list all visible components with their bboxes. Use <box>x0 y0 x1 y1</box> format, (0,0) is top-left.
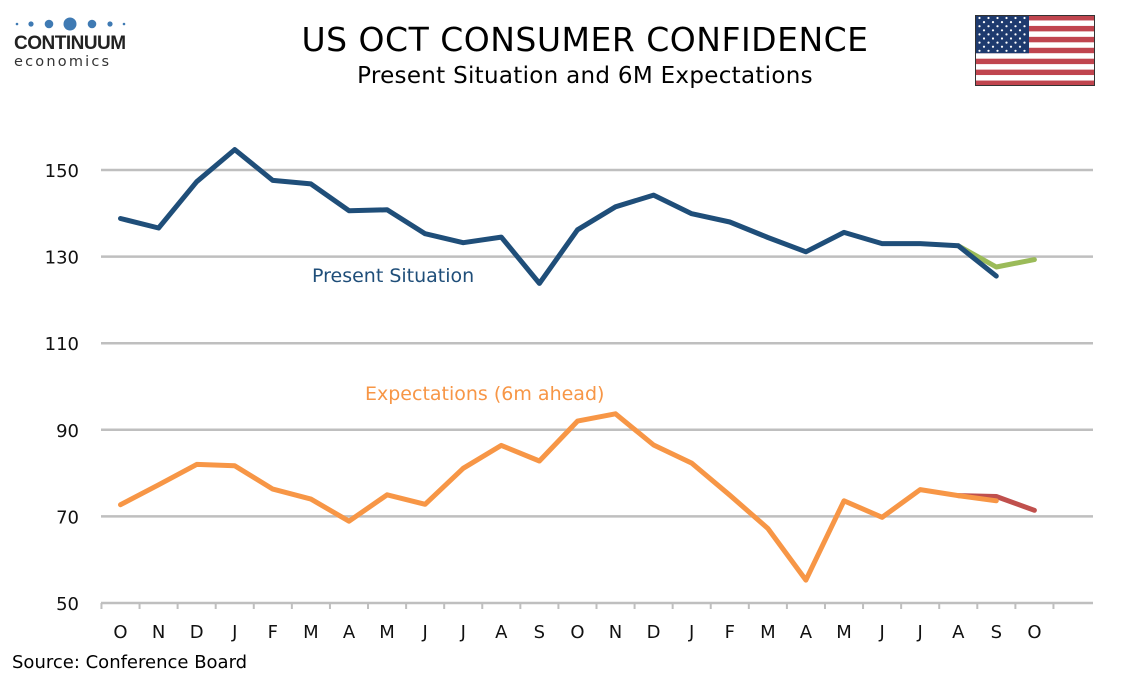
x-tick-label: F <box>268 622 278 643</box>
x-tick-label: A <box>952 622 965 643</box>
company-logo: CONTINUUM economics <box>14 14 134 70</box>
x-tick-label: J <box>460 622 466 643</box>
x-tick-label: A <box>343 622 356 643</box>
x-tick-label: D <box>190 622 204 643</box>
logo-subwordmark: economics <box>14 54 112 70</box>
x-tick-label: J <box>878 622 884 643</box>
x-tick-label: O <box>1027 622 1041 643</box>
x-axis <box>100 601 1093 609</box>
series-lines <box>118 147 1037 583</box>
y-tick-label: 130 <box>45 248 79 269</box>
x-tick-label: O <box>113 622 127 643</box>
x-tick-label: J <box>917 622 923 643</box>
x-tick-label: J <box>688 622 694 643</box>
gridlines <box>101 168 1093 518</box>
logo-wordmark: CONTINUUM <box>14 33 126 54</box>
y-tick-label: 150 <box>45 161 79 182</box>
x-tick-label: S <box>991 622 1002 643</box>
y-tick-label: 90 <box>56 421 79 442</box>
series-label-present-situation: Present Situation <box>312 265 474 287</box>
series-label-expectations: Expectations (6m ahead) <box>365 383 604 405</box>
x-tick-label: N <box>609 622 622 643</box>
x-tick-label: F <box>725 622 735 643</box>
x-tick-label: D <box>647 622 661 643</box>
chart-subtitle: Present Situation and 6M Expectations <box>357 63 813 89</box>
us-flag-icon <box>975 15 1095 87</box>
x-tick-label: J <box>421 622 427 643</box>
source-note: Source: Conference Board <box>12 652 248 673</box>
x-tick-label: O <box>570 622 584 643</box>
x-tick-label: M <box>379 622 395 643</box>
chart-title: US OCT CONSUMER CONFIDENCE <box>301 20 869 59</box>
x-tick-label: S <box>534 622 545 643</box>
series-line-present-situation <box>118 147 999 286</box>
x-tick-label: A <box>800 622 813 643</box>
logo-dots-icon <box>14 14 134 34</box>
x-tick-label: M <box>760 622 776 643</box>
x-tick-label: M <box>836 622 852 643</box>
x-tick-label: J <box>231 622 237 643</box>
y-tick-label: 70 <box>56 507 79 528</box>
x-tick-label: A <box>495 622 508 643</box>
y-tick-label: 50 <box>56 594 79 615</box>
x-tick-label: N <box>152 622 165 643</box>
y-axis: 50 70 90 110 130 150 <box>45 161 79 615</box>
y-tick-label: 110 <box>45 334 79 355</box>
x-tick-label: M <box>303 622 319 643</box>
series-line-expectations-6m-ahead <box>118 411 999 583</box>
